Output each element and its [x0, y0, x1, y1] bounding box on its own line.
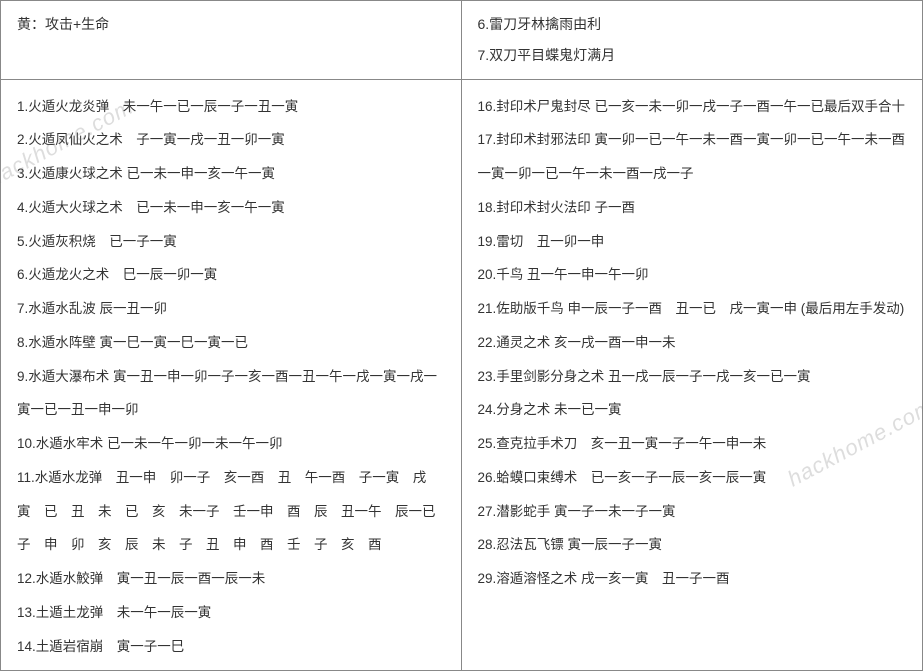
- left-entry: 14.土遁岩宿崩 寅一子一巳: [17, 630, 445, 664]
- right-entry: 28.忍法瓦飞镖 寅一辰一子一寅: [478, 528, 907, 562]
- top-right-line-1: 6.雷刀牙林擒雨由利: [478, 9, 907, 40]
- main-row: 1.火遁火龙炎弹 未一午一已一辰一子一丑一寅 2.火遁凤仙火之术 子一寅一戌一丑…: [1, 80, 922, 670]
- top-right-line-2: 7.双刀平目蝶鬼灯满月: [478, 40, 907, 71]
- left-entry: 4.火遁大火球之术 已一未一申一亥一午一寅: [17, 191, 445, 225]
- right-entry: 20.千鸟 丑一午一申一午一卯: [478, 258, 907, 292]
- right-entry: 21.佐助版千鸟 申一辰一子一酉 丑一已 戌一寅一申 (最后用左手发动): [478, 292, 907, 326]
- right-entry: 26.蛤蟆口束缚术 已一亥一子一辰一亥一辰一寅: [478, 461, 907, 495]
- left-entry: 12.水遁水鮫弹 寅一丑一辰一酉一辰一未: [17, 562, 445, 596]
- left-entry: 13.土遁土龙弹 未一午一辰一寅: [17, 596, 445, 630]
- left-entry: 5.火遁灰积烧 已一子一寅: [17, 225, 445, 259]
- left-entry: 3.火遁康火球之术 已一未一申一亥一午一寅: [17, 157, 445, 191]
- right-entry: 29.溶遁溶怪之术 戌一亥一寅 丑一子一酉: [478, 562, 907, 596]
- left-entry: 10.水遁水牢术 已一未一午一卯一未一午一卯: [17, 427, 445, 461]
- right-entry: 17.封印术封邪法印 寅一卯一已一午一未一酉一寅一卯一已一午一未一酉一寅一卯一已…: [478, 123, 907, 191]
- left-entry: 7.水遁水乱波 辰一丑一卯: [17, 292, 445, 326]
- yellow-attr-text: 黄：攻击+生命: [17, 16, 109, 32]
- left-entry: 15.秽士转生 寅一巳一戌一辰最后双手合十: [17, 663, 445, 670]
- top-row: 黄：攻击+生命 6.雷刀牙林擒雨由利 7.双刀平目蝶鬼灯满月: [1, 1, 922, 80]
- left-entry: 1.火遁火龙炎弹 未一午一已一辰一子一丑一寅: [17, 90, 445, 124]
- top-right-cell: 6.雷刀牙林擒雨由利 7.双刀平目蝶鬼灯满月: [462, 1, 923, 79]
- left-entry: 11.水遁水龙弹 丑一申 卯一子 亥一酉 丑 午一酉 子一寅 戌 寅 已 丑 未…: [17, 461, 445, 562]
- left-entry: 8.水遁水阵壁 寅一巳一寅一巳一寅一已: [17, 326, 445, 360]
- right-entry: 27.潜影蛇手 寅一子一未一子一寅: [478, 495, 907, 529]
- left-entry: 6.火遁龙火之术 巳一辰一卯一寅: [17, 258, 445, 292]
- page-wrapper: 黄：攻击+生命 6.雷刀牙林擒雨由利 7.双刀平目蝶鬼灯满月 1.火遁火龙炎弹 …: [0, 0, 923, 671]
- right-entry: 19.雷切 丑一卯一申: [478, 225, 907, 259]
- top-left-cell: 黄：攻击+生命: [1, 1, 462, 79]
- left-entry: 9.水遁大瀑布术 寅一丑一申一卯一子一亥一酉一丑一午一戌一寅一戌一寅一已一丑一申…: [17, 360, 445, 428]
- right-entry: 23.手里剑影分身之术 丑一戌一辰一子一戌一亥一已一寅: [478, 360, 907, 394]
- right-entry: 18.封印术封火法印 子一酉: [478, 191, 907, 225]
- right-entry: 22.通灵之术 亥一戌一酉一申一未: [478, 326, 907, 360]
- right-entry: 24.分身之术 未一已一寅: [478, 393, 907, 427]
- left-column: 1.火遁火龙炎弹 未一午一已一辰一子一丑一寅 2.火遁凤仙火之术 子一寅一戌一丑…: [1, 80, 462, 670]
- left-entry: 2.火遁凤仙火之术 子一寅一戌一丑一卯一寅: [17, 123, 445, 157]
- right-entry: 16.封印术尸鬼封尽 已一亥一未一卯一戌一子一酉一午一已最后双手合十: [478, 90, 907, 124]
- right-entry: 25.查克拉手术刀 亥一丑一寅一子一午一申一未: [478, 427, 907, 461]
- right-column: 16.封印术尸鬼封尽 已一亥一未一卯一戌一子一酉一午一已最后双手合十 17.封印…: [462, 80, 923, 670]
